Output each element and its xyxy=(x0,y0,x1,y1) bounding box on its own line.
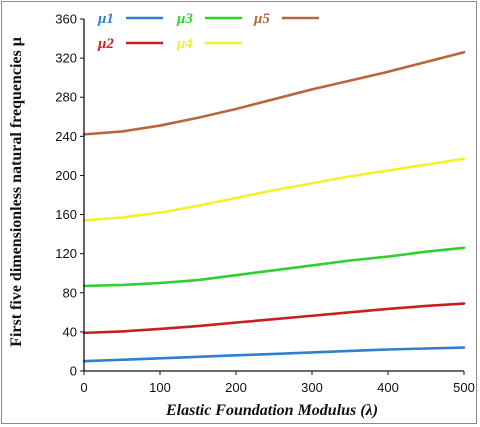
y-tick-label: 0 xyxy=(70,364,77,379)
y-tick-label: 240 xyxy=(55,129,77,144)
x-tick-label: 0 xyxy=(80,380,87,395)
legend-label-mu4: μ4 xyxy=(176,36,193,52)
x-tick-label: 200 xyxy=(225,380,247,395)
legend-label-mu2: μ2 xyxy=(97,36,114,52)
x-tick-label: 100 xyxy=(149,380,171,395)
x-tick-label: 500 xyxy=(453,380,475,395)
legend-label-mu1: μ1 xyxy=(97,11,114,27)
x-axis-title: Elastic Foundation Modulus (λ) xyxy=(165,402,378,419)
y-tick-label: 120 xyxy=(55,246,77,261)
series-line-mu2 xyxy=(82,302,466,335)
series-line-mu5 xyxy=(82,50,466,136)
y-axis-title: First five dimensionless natural frequen… xyxy=(8,37,25,347)
legend-label-mu5: μ5 xyxy=(253,11,270,27)
series-line-mu4 xyxy=(82,157,466,222)
legend-label-mu3: μ3 xyxy=(176,11,193,27)
axes-layer: 0 40 80 120 160 200 240 280 320 360 0 100 200 300 400 5… xyxy=(55,12,475,396)
x-tick-label: 300 xyxy=(301,380,323,395)
y-tick-label: 200 xyxy=(55,168,77,183)
y-tick-label: 320 xyxy=(55,51,77,66)
series-line-mu1 xyxy=(82,346,466,363)
series-layer xyxy=(82,50,466,363)
legend: μ1 μ3 μ5 μ2 μ4 xyxy=(97,11,319,52)
y-tick-label: 40 xyxy=(63,324,77,339)
y-tick-label: 360 xyxy=(55,12,77,27)
y-tick-label: 160 xyxy=(55,207,77,222)
y-tick-label: 80 xyxy=(63,285,77,300)
series-line-mu3 xyxy=(82,246,466,288)
x-tick-label: 400 xyxy=(377,380,399,395)
line-chart: μ1 μ3 μ5 μ2 μ4 0 40 80 120 160 200 240 280 320 360 0 10… xyxy=(8,11,475,419)
y-tick-label: 280 xyxy=(55,90,77,105)
